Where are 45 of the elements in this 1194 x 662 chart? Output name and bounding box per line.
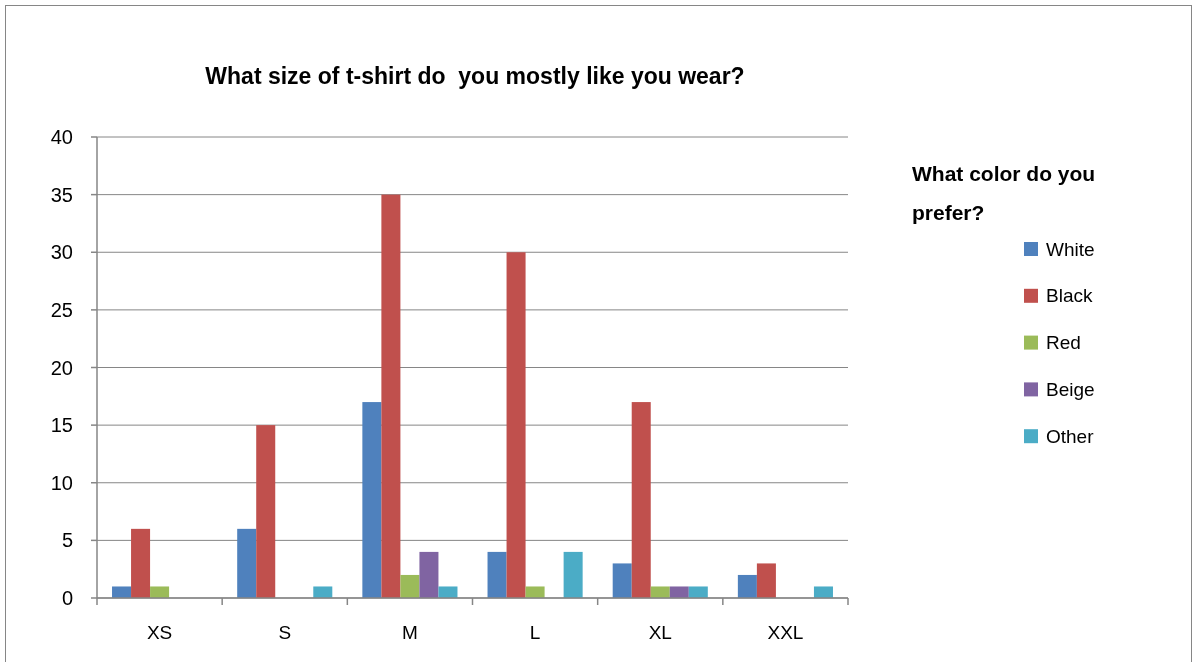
bar xyxy=(419,551,439,598)
chart-title: What size of t-shirt do you mostly like you wear? xyxy=(205,63,745,89)
legend-label: Beige xyxy=(1046,379,1095,401)
bar xyxy=(400,574,420,598)
bar xyxy=(612,563,632,598)
legend-label: Red xyxy=(1046,332,1081,354)
y-tick-label: 40 xyxy=(50,126,73,148)
x-tick-label: XXL xyxy=(767,622,804,643)
y-tick-label: 20 xyxy=(50,356,73,379)
y-tick-label: 10 xyxy=(50,471,73,494)
bar xyxy=(563,551,583,598)
bar xyxy=(631,402,651,598)
x-tick-label: S xyxy=(278,622,292,643)
bar xyxy=(487,551,507,598)
y-tick-label: 15 xyxy=(50,414,73,437)
legend-title: What color do you prefer? xyxy=(912,162,1096,224)
bar xyxy=(737,574,757,598)
bar xyxy=(756,563,776,598)
bar xyxy=(256,425,276,598)
bar xyxy=(688,586,708,598)
bar xyxy=(813,586,833,598)
x-tick-label: XL xyxy=(648,622,672,643)
bar xyxy=(650,586,670,598)
bar xyxy=(669,586,689,598)
bar xyxy=(237,528,257,598)
x-tick-label: XS xyxy=(146,622,173,643)
bar xyxy=(381,194,401,598)
bar xyxy=(525,586,545,598)
y-tick-label: 0 xyxy=(61,587,73,609)
y-tick-label: 5 xyxy=(61,529,73,552)
x-tick-label: M xyxy=(402,622,418,643)
bar xyxy=(313,586,333,598)
bar xyxy=(112,586,132,598)
legend-label: Other xyxy=(1046,425,1095,447)
legend-label: White xyxy=(1046,238,1095,260)
y-tick-label: 35 xyxy=(50,183,73,206)
bar xyxy=(506,252,526,598)
x-tick-label: L xyxy=(529,622,541,643)
bar xyxy=(438,586,458,598)
legend-label: Black xyxy=(1046,285,1093,307)
bar xyxy=(362,402,382,598)
bar xyxy=(131,528,151,598)
y-tick-label: 30 xyxy=(50,241,73,264)
y-tick-label: 25 xyxy=(50,298,73,321)
bar xyxy=(150,586,170,598)
